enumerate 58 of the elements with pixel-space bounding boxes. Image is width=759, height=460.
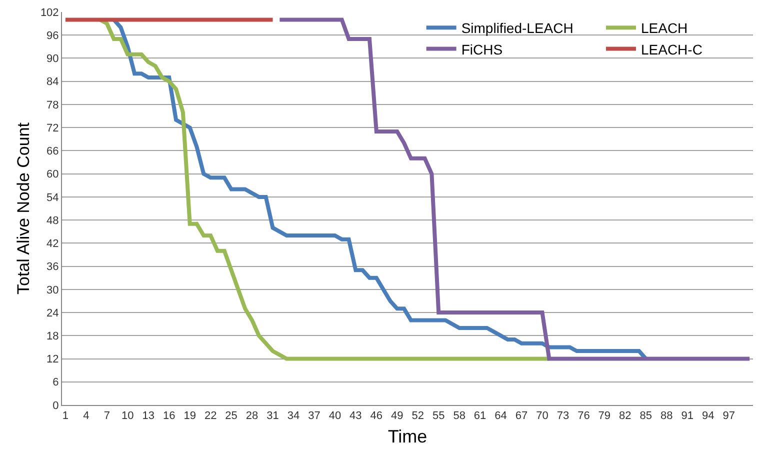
y-tick-label: 96 <box>46 30 59 42</box>
y-tick-label: 66 <box>46 146 59 158</box>
y-tick-label: 54 <box>46 192 59 204</box>
x-axis-title: Time <box>388 426 428 446</box>
x-tick-label: 55 <box>432 410 445 422</box>
y-tick-label: 48 <box>46 214 59 227</box>
x-tick-label: 76 <box>578 410 590 422</box>
y-tick-label: 6 <box>52 376 59 389</box>
x-tick-label: 97 <box>722 410 735 422</box>
x-tick-label: 49 <box>391 410 404 422</box>
y-tick-label: 42 <box>46 238 59 250</box>
y-tick-label: 12 <box>46 354 59 366</box>
y-tick-label: 102 <box>40 6 59 19</box>
x-tick-label: 67 <box>515 410 528 422</box>
legend-label: LEACH-C <box>640 41 702 58</box>
x-tick-label: 40 <box>328 410 342 422</box>
x-tick-label: 82 <box>619 410 632 422</box>
x-tick-label: 37 <box>308 410 320 422</box>
x-tick-label: 73 <box>556 410 570 422</box>
x-tick-label: 43 <box>350 410 362 422</box>
x-tick-label: 13 <box>142 410 155 422</box>
x-tick-label: 64 <box>494 410 507 422</box>
x-tick-label: 7 <box>104 410 110 422</box>
x-tick-label: 46 <box>370 410 383 422</box>
line-series <box>278 18 752 361</box>
x-tick-label: 1 <box>62 410 69 422</box>
x-tick-label: 22 <box>204 410 217 422</box>
y-tick-label: 90 <box>46 53 59 66</box>
x-tick-label: 34 <box>287 410 300 422</box>
x-tick-label: 91 <box>681 410 694 422</box>
x-tick-label: 61 <box>474 410 486 422</box>
x-tick-label: 52 <box>412 410 424 422</box>
y-tick-label: 36 <box>46 261 59 274</box>
x-tick-label: 19 <box>184 410 196 422</box>
y-tick-label: 60 <box>46 168 59 181</box>
x-tick-label: 28 <box>246 410 258 422</box>
y-axis-title: Total Alive Node Count <box>14 122 33 294</box>
y-tick-label: 0 <box>52 400 59 412</box>
x-tick-label: 16 <box>162 410 176 422</box>
x-tick-label: 4 <box>83 410 90 422</box>
y-tick-label: 78 <box>46 99 59 112</box>
x-tick-label: 85 <box>640 410 652 422</box>
y-tick-label: 24 <box>46 307 59 320</box>
y-tick-label: 30 <box>46 284 59 296</box>
x-tick-label: 70 <box>536 410 548 422</box>
x-tick-label: 25 <box>225 410 238 422</box>
x-tick-label: 31 <box>266 410 279 422</box>
x-tick-label: 58 <box>453 410 466 422</box>
x-tick-label: 94 <box>702 410 714 422</box>
x-tick-label: 79 <box>598 410 611 422</box>
x-tick-label: 88 <box>660 410 673 422</box>
legend-label: LEACH <box>640 20 688 36</box>
legend-label: Simplified-LEACH <box>461 20 574 36</box>
y-tick-label: 18 <box>46 330 59 342</box>
legend-label: FiCHS <box>461 41 503 58</box>
y-tick-label: 72 <box>46 122 59 134</box>
x-tick-label: 10 <box>122 410 134 422</box>
y-tick-label: 84 <box>46 76 59 88</box>
